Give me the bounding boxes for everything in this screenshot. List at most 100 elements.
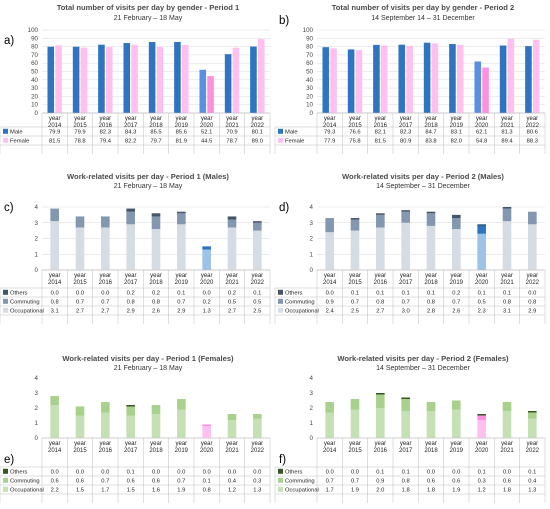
y-tick-label: 1 bbox=[35, 420, 39, 427]
table-cell: 83.8 bbox=[425, 138, 436, 144]
table-cell: 85.6 bbox=[176, 129, 187, 135]
category-label: year 2016 bbox=[374, 273, 388, 286]
category-label: year 2019 bbox=[175, 273, 189, 286]
bar-segment bbox=[401, 399, 410, 411]
chart-subtitle: 21 February – 18 May bbox=[114, 15, 183, 22]
bar bbox=[123, 43, 131, 113]
y-tick-label: 1 bbox=[35, 251, 39, 258]
table-cell: 0.0 bbox=[326, 290, 334, 296]
y-tick-label: 80 bbox=[31, 44, 38, 51]
table-cell: 0.5 bbox=[253, 299, 261, 305]
table-cell: 1.9 bbox=[177, 487, 185, 493]
category-label: year 2016 bbox=[99, 441, 113, 454]
table-cell: 0.0 bbox=[177, 469, 185, 475]
bar-segment bbox=[253, 414, 262, 419]
category-label: year 2019 bbox=[175, 116, 189, 129]
table-cell: 0.0 bbox=[528, 290, 536, 296]
bar bbox=[250, 46, 257, 113]
bar-segment bbox=[75, 216, 85, 228]
table-cell: 0.1 bbox=[402, 290, 410, 296]
bar-segment bbox=[50, 405, 59, 438]
panel-label: a) bbox=[4, 35, 14, 47]
bar-segment bbox=[177, 399, 186, 410]
table-cell: 0.7 bbox=[326, 478, 334, 484]
table-cell: 1.3 bbox=[528, 487, 536, 493]
bar-segment bbox=[452, 400, 461, 410]
table-cell: 3.0 bbox=[402, 308, 410, 314]
legend-swatch bbox=[3, 289, 8, 295]
bar-segment bbox=[376, 393, 385, 395]
legend-label: Male bbox=[10, 129, 23, 135]
table-cell: 2.9 bbox=[177, 308, 185, 314]
chart-title: Work-related visits per day - Period 2 (… bbox=[342, 172, 504, 181]
table-cell: 0.1 bbox=[376, 290, 384, 296]
table-cell: 0.1 bbox=[203, 478, 211, 484]
y-tick-label: 100 bbox=[303, 27, 314, 34]
legend-swatch bbox=[278, 298, 283, 304]
category-label: year 2014 bbox=[48, 116, 62, 129]
table-cell: 0.0 bbox=[76, 469, 84, 475]
legend-swatch bbox=[3, 468, 8, 474]
table-cell: 0.7 bbox=[177, 299, 185, 305]
category-label: year 2016 bbox=[374, 116, 388, 129]
category-label: year 2015 bbox=[348, 116, 362, 129]
category-label: year 2018 bbox=[424, 441, 438, 454]
table-cell: 0.0 bbox=[228, 469, 236, 475]
category-label: year 2022 bbox=[251, 441, 265, 454]
bar-segment bbox=[177, 213, 186, 225]
bar bbox=[380, 45, 388, 114]
category-label: year 2014 bbox=[323, 273, 337, 286]
y-tick-label: 70 bbox=[306, 52, 313, 59]
table-cell: 81.9 bbox=[176, 138, 187, 144]
table-cell: 0.0 bbox=[203, 469, 211, 475]
category-label: year 2021 bbox=[225, 273, 239, 286]
category-label: year 2015 bbox=[348, 441, 362, 454]
bar-segment bbox=[126, 405, 135, 407]
bar bbox=[482, 67, 489, 113]
bar bbox=[181, 45, 189, 114]
table-cell: 82.2 bbox=[125, 138, 136, 144]
category-label: year 2022 bbox=[251, 273, 265, 286]
table-cell: 2.7 bbox=[376, 308, 384, 314]
table-cell: 44.5 bbox=[201, 138, 212, 144]
bar bbox=[449, 44, 456, 113]
bar-segment bbox=[426, 211, 436, 214]
table-cell: 82.0 bbox=[451, 138, 462, 144]
chart-title: Work-related visits per day - Period 2 (… bbox=[337, 354, 509, 363]
bar-segment bbox=[253, 222, 262, 231]
bar bbox=[322, 47, 330, 113]
bar-segment bbox=[528, 411, 537, 413]
chart-panel-d: Work-related visits per day - Period 2 (… bbox=[274, 163, 550, 333]
y-tick-label: 50 bbox=[31, 69, 38, 76]
y-tick-label: 30 bbox=[306, 85, 313, 92]
bar-segment bbox=[151, 229, 161, 270]
bar-segment bbox=[401, 397, 410, 399]
table-cell: 62.1 bbox=[476, 129, 487, 135]
table-cell: 0.1 bbox=[376, 469, 384, 475]
bar-segment bbox=[376, 408, 385, 438]
bar-segment bbox=[126, 406, 135, 416]
table-cell: 3.1 bbox=[51, 308, 59, 314]
category-label: year 2020 bbox=[475, 273, 489, 286]
table-cell: 1.6 bbox=[152, 487, 160, 493]
y-tick-label: 40 bbox=[306, 77, 313, 84]
bar-segment bbox=[325, 402, 334, 413]
bar-segment bbox=[401, 411, 410, 438]
y-tick-label: 2 bbox=[35, 236, 39, 243]
category-label: year 2017 bbox=[399, 273, 413, 286]
table-cell: 0.7 bbox=[351, 299, 359, 305]
bar bbox=[80, 47, 88, 113]
bar bbox=[257, 39, 265, 113]
table-cell: 0.6 bbox=[152, 478, 160, 484]
table-cell: 0.5 bbox=[478, 299, 486, 305]
y-tick-label: 0 bbox=[35, 110, 39, 117]
table-cell: 0.8 bbox=[152, 299, 160, 305]
table-cell: 0.8 bbox=[127, 299, 135, 305]
table-cell: 0.1 bbox=[528, 469, 536, 475]
category-label: year 2015 bbox=[348, 273, 362, 286]
legend-swatch bbox=[278, 468, 283, 474]
table-cell: 0.4 bbox=[528, 478, 537, 484]
table-cell: 0.6 bbox=[51, 478, 59, 484]
bar-segment bbox=[50, 208, 59, 222]
bar-segment bbox=[502, 411, 512, 438]
